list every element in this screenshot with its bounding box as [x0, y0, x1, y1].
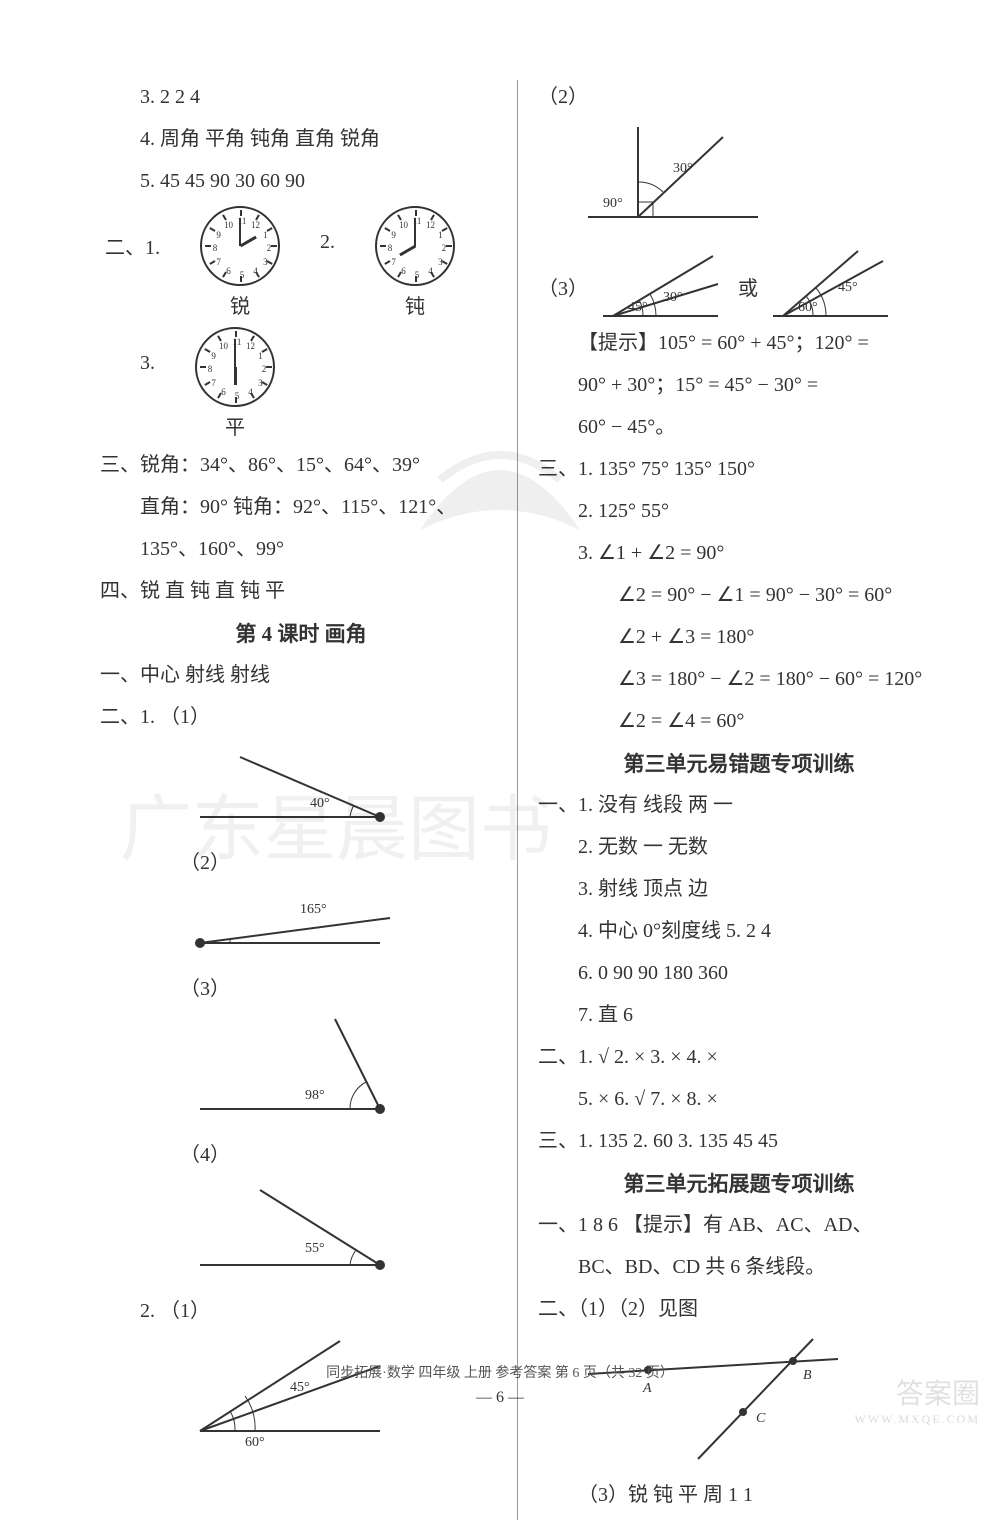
answer-3: 3. 2 2 4 — [100, 80, 502, 114]
corner-url: WWW.MXQE.COM — [854, 1412, 980, 1427]
clock-2-item: 121234567891011 钝 — [375, 206, 455, 319]
u3-tf2: 5. × 6. √ 7. × 8. × — [538, 1082, 940, 1116]
clock-row-2: 3. 121234567891011 平 — [100, 327, 502, 440]
clock-3-label: 平 — [195, 411, 275, 440]
q3-b: 直角：90° 钝角：92°、115°、121°、 — [100, 490, 502, 524]
q2-num3: 3. — [140, 352, 155, 440]
clock-2-label: 钝 — [375, 290, 455, 319]
right-column: （2） 30° 90° （3） 45° 30° — [538, 80, 940, 1520]
svg-text:60°: 60° — [798, 300, 818, 315]
ext1b: BC、BD、CD 共 6 条线段。 — [538, 1250, 940, 1284]
hint2: 90° + 30°；15° = 45° − 30° = — [538, 368, 940, 402]
clock-row-1: 二、1. 121234567891011 锐 2. 12123456789101… — [100, 206, 502, 319]
u3-q3: 三、1. 135 2. 60 3. 135 45 45 — [538, 1124, 940, 1158]
r1: （2） — [538, 80, 940, 114]
ext3: （3）锐 钝 平 周 1 1 — [538, 1478, 940, 1512]
u3-3: 3. 射线 顶点 边 — [538, 872, 940, 906]
page-number: — 6 — — [0, 1389, 1000, 1407]
q3-a: 三、锐角：34°、86°、15°、64°、39° — [100, 448, 502, 482]
u3-6: 6. 0 90 90 180 360 — [538, 956, 940, 990]
u3-4: 4. 中心 0°刻度线 5. 2 4 — [538, 914, 940, 948]
r-angle-3b-diagram: 60° 45° — [768, 246, 898, 326]
answer-5: 5. 45 45 90 30 60 90 — [100, 164, 502, 198]
svg-text:45°: 45° — [628, 300, 648, 315]
angle-98-label: 98° — [305, 1088, 325, 1103]
angle-55-diagram: 55° — [180, 1180, 502, 1286]
angle-165-diagram: 165° — [180, 888, 502, 964]
s4-1: 一、中心 射线 射线 — [100, 658, 502, 692]
u3-1: 一、1. 没有 线段 两 一 — [538, 788, 940, 822]
right-angle-2-diagram: 30° 90° — [578, 122, 940, 238]
clock-1: 121234567891011 — [200, 206, 280, 286]
q3-c: 135°、160°、99° — [100, 532, 502, 566]
angle-98-diagram: 98° — [180, 1014, 502, 1130]
svg-text:30°: 30° — [663, 290, 683, 305]
angle-40-label: 40° — [310, 796, 330, 811]
left-column: 3. 2 2 4 4. 周角 平角 钝角 直角 锐角 5. 45 45 90 3… — [100, 80, 518, 1520]
q3-3b: ∠2 = 90° − ∠1 = 90° − 30° = 60° — [538, 578, 940, 612]
u3-tf1: 二、1. √ 2. × 3. × 4. × — [538, 1040, 940, 1074]
q3-1: 三、1. 135° 75° 135° 150° — [538, 452, 940, 486]
svg-text:C: C — [756, 1411, 766, 1426]
r-ang-30: 30° — [673, 161, 693, 176]
clock-1-item: 121234567891011 锐 — [200, 206, 280, 319]
u3-2: 2. 无数 一 无数 — [538, 830, 940, 864]
angle-165-label: 165° — [300, 902, 327, 917]
q3-2: 2. 125° 55° — [538, 494, 940, 528]
r-ang-90: 90° — [603, 196, 623, 211]
clock-1-label: 锐 — [200, 290, 280, 319]
q3-3d: ∠3 = 180° − ∠2 = 180° − 60° = 120° — [538, 662, 940, 696]
hint1: 【提示】105° = 60° + 45°；120° = — [538, 326, 940, 360]
s4-2-3: （3） — [100, 972, 502, 1006]
unit3-err-title: 第三单元易错题专项训练 — [538, 748, 940, 778]
ext2: 二、（1）（2）见图 — [538, 1292, 940, 1326]
s4-2: 二、1. （1） — [100, 700, 502, 734]
r2: （3） — [538, 272, 588, 301]
q4: 四、锐 直 钝 直 钝 平 — [100, 574, 502, 608]
angle-60-label: 60° — [245, 1435, 265, 1446]
clock-3: 121234567891011 — [195, 327, 275, 407]
unit3-ext-title: 第三单元拓展题专项训练 — [538, 1168, 940, 1198]
answer-4: 4. 周角 平角 钝角 直角 锐角 — [100, 122, 502, 156]
s4-2-2: （2） — [100, 846, 502, 880]
s4-2b: 2. （1） — [100, 1294, 502, 1328]
clock-2: 121234567891011 — [375, 206, 455, 286]
q3-3e: ∠2 = ∠4 = 60° — [538, 704, 940, 738]
r-row-3: （3） 45° 30° 或 60° 45° — [538, 246, 940, 326]
q2-lead: 二、1. — [105, 231, 160, 319]
ext1: 一、1 8 6 【提示】有 AB、AC、AD、 — [538, 1208, 940, 1242]
corner-brand: 答案圈 — [896, 1372, 980, 1412]
page-footer: 同步拓展·数学 四年级 上册 参考答案 第 6 页（共 32 页） — [0, 1362, 1000, 1382]
q3-3c: ∠2 + ∠3 = 180° — [538, 620, 940, 654]
svg-text:45°: 45° — [838, 280, 858, 295]
section-4-title: 第 4 课时 画角 — [100, 618, 502, 648]
s4-2-4: （4） — [100, 1138, 502, 1172]
q2-num2: 2. — [320, 231, 335, 319]
angle-40-diagram: 40° — [180, 742, 502, 838]
hint3: 60° − 45°。 — [538, 410, 940, 444]
u3-7: 7. 直 6 — [538, 998, 940, 1032]
r2-mid: 或 — [738, 272, 758, 301]
clock-3-item: 121234567891011 平 — [195, 327, 275, 440]
q3-3: 3. ∠1 + ∠2 = 90° — [538, 536, 940, 570]
angle-55-label: 55° — [305, 1241, 325, 1256]
r-angle-3a-diagram: 45° 30° — [598, 246, 728, 326]
